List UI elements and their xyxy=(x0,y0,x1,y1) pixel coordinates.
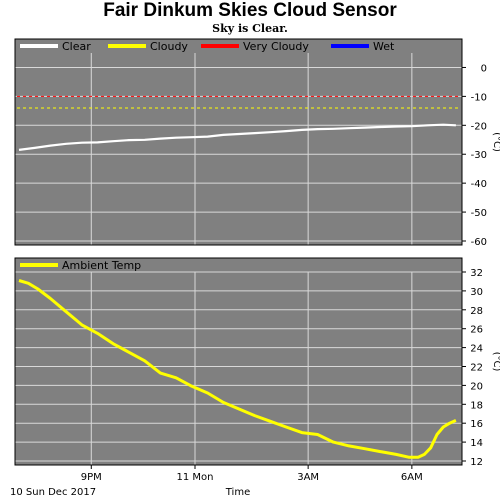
legend-label-very-cloudy: Very Cloudy xyxy=(243,40,309,53)
bottom-panel-border xyxy=(14,257,463,466)
bottom-y-tick-label: 32 xyxy=(470,268,483,279)
top-y-tick-label: 0 xyxy=(481,63,487,74)
bottom-y-tick-label: 22 xyxy=(470,363,483,374)
top-y-tick-label: -60 xyxy=(471,237,487,248)
bottom-y-tick-label: 16 xyxy=(470,419,483,430)
bottom-y-tick-label: 12 xyxy=(470,457,483,468)
x-tick-label: 11 Mon xyxy=(177,472,214,483)
legend-label-ambient-temp: Ambient Temp xyxy=(62,259,141,272)
bottom-y-tick-label: 30 xyxy=(470,287,483,298)
bottom-y-axis-label: (°C) xyxy=(491,352,500,372)
top-y-tick-label: -40 xyxy=(471,179,487,190)
bottom-y-tick-label: 26 xyxy=(470,325,483,336)
ambient-temp-plot-area xyxy=(14,257,463,466)
top-y-tick-label: -10 xyxy=(471,92,487,103)
top-y-tick-label: -30 xyxy=(471,150,487,161)
x-tick-label: 3AM xyxy=(297,472,319,483)
top-y-tick-label: -20 xyxy=(471,121,487,132)
bottom-y-tick-label: 28 xyxy=(470,306,483,317)
series-line-clear xyxy=(18,123,456,151)
bottom-legend-bar xyxy=(15,258,462,271)
x-tick-label: 9PM xyxy=(81,472,102,483)
top-panel-border xyxy=(14,38,463,246)
legend-label-cloudy: Cloudy xyxy=(150,40,188,53)
date-label: 10 Sun Dec 2017 xyxy=(10,487,96,498)
legend-label-clear: Clear xyxy=(62,40,91,53)
x-axis-label: Time xyxy=(225,487,250,498)
top-y-tick-label: -50 xyxy=(471,208,487,219)
bottom-y-tick-label: 18 xyxy=(470,400,483,411)
legend-label-wet: Wet xyxy=(373,40,395,53)
top-y-axis-label: (°C) xyxy=(491,132,500,152)
bottom-y-tick-label: 24 xyxy=(470,344,483,355)
series-line-ambient-temp xyxy=(18,279,457,459)
bottom-y-tick-label: 20 xyxy=(470,381,483,392)
x-tick-label: 6AM xyxy=(401,472,423,483)
sky-status: Sky is Clear. xyxy=(212,22,288,35)
bottom-y-tick-label: 14 xyxy=(470,438,483,449)
page-title: Fair Dinkum Skies Cloud Sensor xyxy=(103,0,397,21)
